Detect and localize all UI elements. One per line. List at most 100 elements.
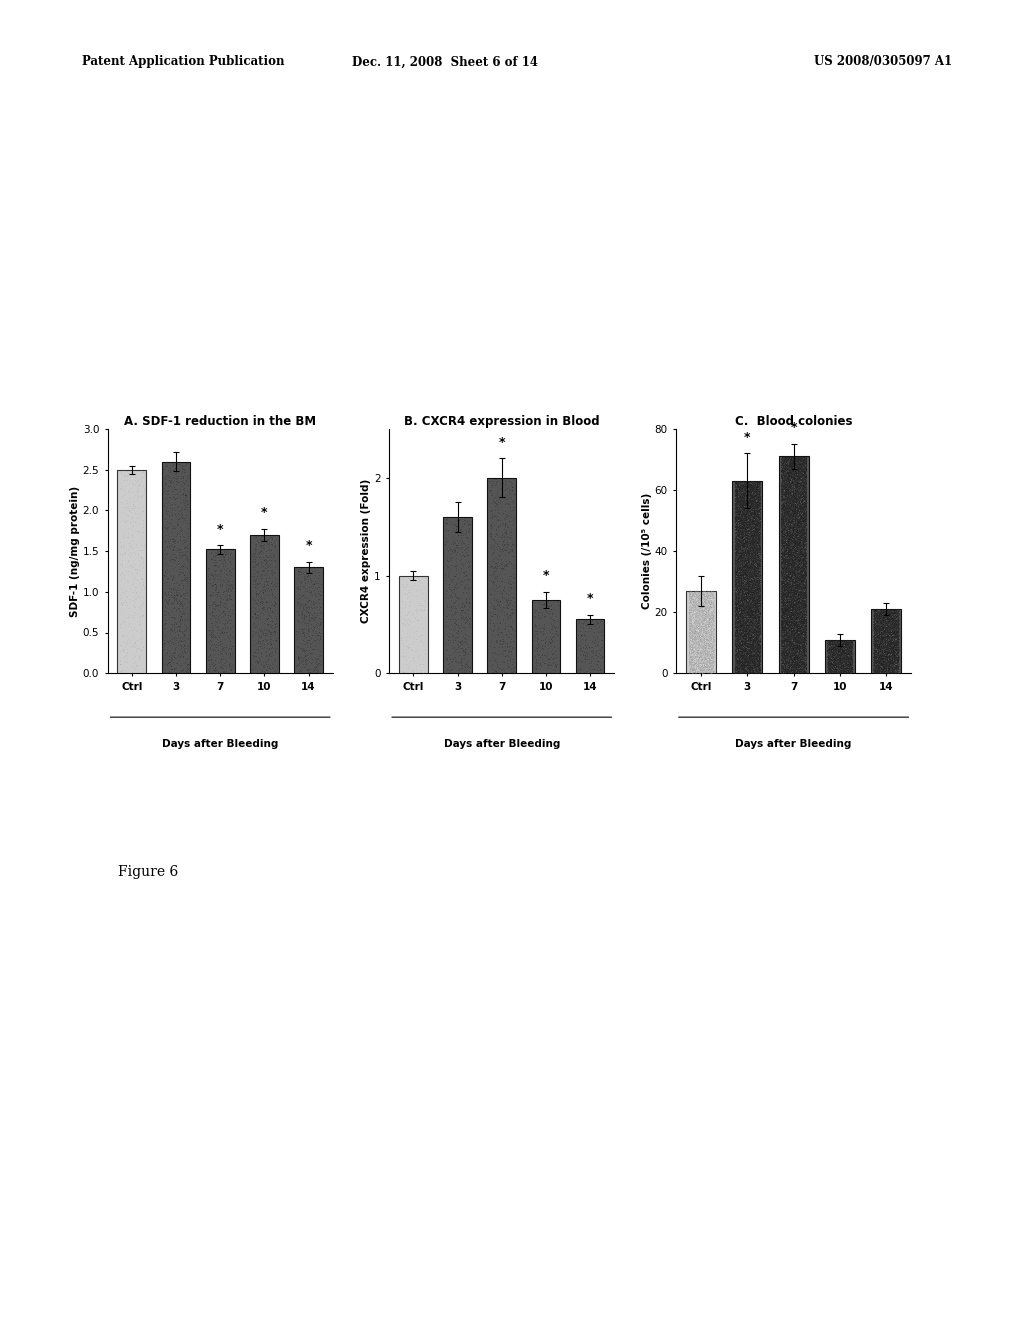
Point [735,566,752,587]
Point [741,583,758,605]
Point [737,532,754,553]
Point [686,589,702,610]
Point [775,616,792,638]
Point [777,630,794,651]
Point [727,569,743,590]
Point [777,590,794,611]
Point [797,605,813,626]
Point [737,606,754,627]
Point [878,636,894,657]
Point [790,614,806,635]
Point [774,459,791,480]
Point [867,647,884,668]
Point [750,657,766,678]
Point [746,631,763,652]
Point [256,537,272,558]
Point [158,597,174,618]
Point [835,660,851,681]
Point [877,630,893,651]
Point [827,640,844,661]
Point [733,620,750,642]
Point [740,510,757,531]
Point [776,512,793,533]
Y-axis label: CXCR4 expression (Fold): CXCR4 expression (Fold) [361,479,372,623]
Point [748,504,764,525]
Point [790,626,806,647]
Point [170,582,186,603]
Point [727,515,743,536]
Point [782,587,799,609]
Point [795,533,811,554]
Point [734,558,751,579]
Point [742,562,759,583]
Point [796,507,812,528]
Point [890,611,906,632]
Point [783,576,800,597]
Point [829,648,846,669]
Point [793,653,809,675]
Point [871,632,888,653]
Point [822,643,839,664]
Point [729,491,745,512]
Point [686,653,702,675]
Point [795,499,811,520]
Point [874,648,891,669]
Point [727,561,743,582]
Point [787,599,804,620]
Point [786,593,803,614]
Point [748,647,764,668]
Point [888,644,904,665]
Point [695,659,712,680]
Point [750,502,766,523]
Point [752,506,768,527]
Point [736,639,753,660]
Point [823,631,840,652]
Point [887,620,903,642]
Point [775,598,792,619]
Point [790,603,806,624]
Point [746,503,763,524]
Point [748,594,764,615]
Point [729,628,745,649]
Point [774,587,791,609]
Point [732,513,749,535]
Point [871,599,888,620]
Point [880,647,896,668]
Point [785,638,802,659]
Point [776,503,793,524]
Point [158,590,174,611]
Point [890,649,906,671]
Point [734,510,751,531]
Point [783,630,800,651]
Point [776,532,793,553]
Point [778,615,795,636]
Point [731,572,748,593]
Point [735,649,752,671]
Point [734,521,751,543]
Point [790,623,806,644]
Point [883,652,899,673]
Point [780,590,797,611]
Point [732,500,749,521]
Point [777,457,794,478]
Point [781,478,798,499]
Point [729,581,745,602]
Point [175,593,191,614]
Point [174,457,190,478]
Point [773,535,790,556]
Point [734,581,751,602]
Point [114,549,130,570]
Point [797,553,813,574]
Point [737,632,754,653]
Point [792,660,808,681]
Point [773,524,790,545]
Point [828,632,845,653]
Point [773,523,790,544]
Point [836,630,852,651]
Point [891,618,907,639]
Point [881,648,897,669]
Point [735,565,752,586]
Point [752,480,768,502]
Point [797,570,813,591]
Point [785,572,802,593]
